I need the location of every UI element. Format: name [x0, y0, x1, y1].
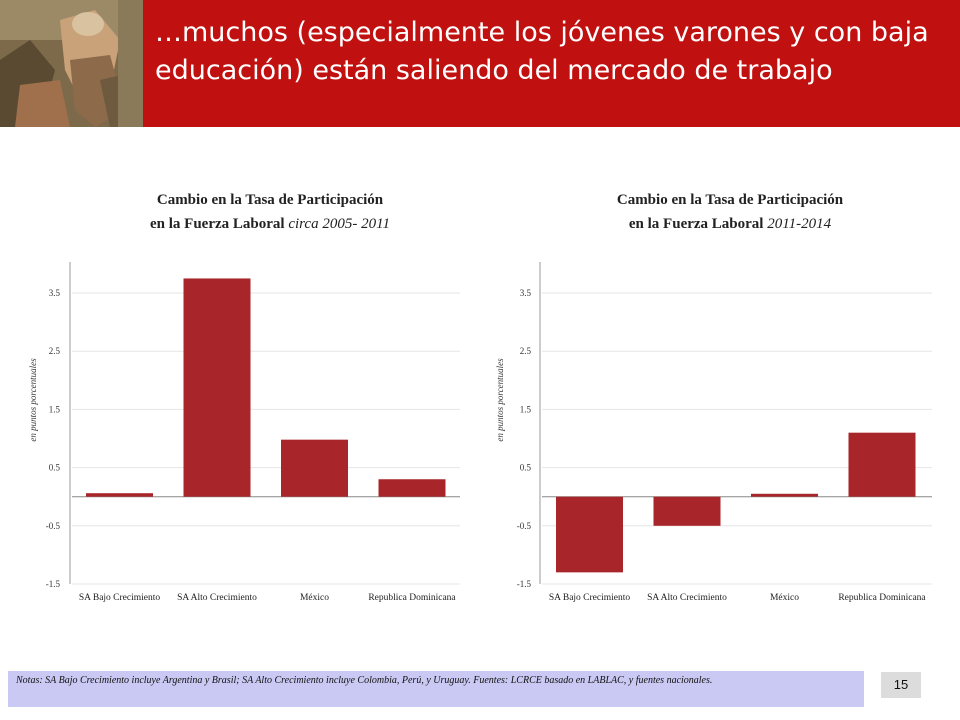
chart2-bar — [556, 496, 623, 573]
chart1-y-axis-label: en puntos porcentuales — [28, 358, 38, 442]
chart1-title: Cambio en la Tasa de Participación en la… — [70, 188, 470, 236]
chart2-ytick-label: 3.5 — [520, 288, 532, 298]
chart2-category-label: Republica Dominicana — [838, 593, 926, 603]
chart1-title-bold: en la Fuerza Laboral — [150, 216, 285, 232]
chart1-category-label: SA Bajo Crecimiento — [79, 593, 161, 603]
slide-title-line2: educación) están saliendo del mercado de… — [155, 55, 833, 86]
mural-image — [0, 0, 143, 127]
chart1-title-line2: en la Fuerza Laboral circa 2005- 2011 — [70, 212, 470, 236]
chart2-ytick-label: -0.5 — [517, 521, 532, 531]
slide-title-line1: …muchos (especialmente los jóvenes varon… — [155, 17, 929, 48]
chart2-title-line1: Cambio en la Tasa de Participación — [616, 192, 844, 208]
chart1-category-label: Republica Dominicana — [368, 593, 456, 603]
chart1-bar — [281, 439, 348, 497]
chart2-ytick-label: 2.5 — [520, 346, 532, 356]
chart2-category-label: SA Bajo Crecimiento — [549, 593, 631, 603]
chart2-ytick-label: -1.5 — [517, 579, 532, 589]
chart1-ytick-label: 3.5 — [49, 288, 61, 298]
chart2-y-axis-label: en puntos porcentuales — [495, 358, 505, 442]
chart1-title-line1: Cambio en la Tasa de Participación — [156, 192, 384, 208]
chart2-title-bold: en la Fuerza Laboral — [628, 216, 764, 232]
chart1-category-label: México — [300, 593, 329, 603]
slide-title: …muchos (especialmente los jóvenes varon… — [155, 14, 955, 90]
chart2-bar — [848, 432, 916, 497]
chart2-title-line2: en la Fuerza Laboral 2011-2014 — [530, 212, 930, 236]
chart2-category-label: SA Alto Crecimiento — [647, 593, 727, 603]
header-bar: …muchos (especialmente los jóvenes varon… — [0, 0, 960, 127]
chart1-bar — [86, 493, 153, 497]
chart1-ytick-label: 1.5 — [49, 404, 61, 414]
chart2-bar — [751, 493, 818, 497]
chart1-bar — [378, 479, 446, 497]
chart1-ytick-label: 0.5 — [49, 463, 61, 473]
chart2-title-period: 2011-2014 — [767, 216, 832, 232]
chart1-title-period: circa 2005- 2011 — [288, 216, 390, 232]
chart2-ytick-label: 1.5 — [520, 404, 532, 414]
chart1-bar — [183, 278, 251, 497]
chart2-ytick-label: 0.5 — [520, 463, 532, 473]
page-number: 15 — [881, 672, 921, 698]
chart1-ytick-label: -0.5 — [46, 521, 61, 531]
footnote: Notas: SA Bajo Crecimiento incluye Argen… — [8, 671, 864, 707]
chart1-category-label: SA Alto Crecimiento — [177, 593, 257, 603]
chart1-ytick-label: 2.5 — [49, 346, 61, 356]
chart1-ytick-label: -1.5 — [46, 579, 61, 589]
chart2-bar — [653, 496, 721, 526]
chart2-category-label: México — [770, 593, 799, 603]
chart2-title: Cambio en la Tasa de Participación en la… — [530, 188, 930, 236]
